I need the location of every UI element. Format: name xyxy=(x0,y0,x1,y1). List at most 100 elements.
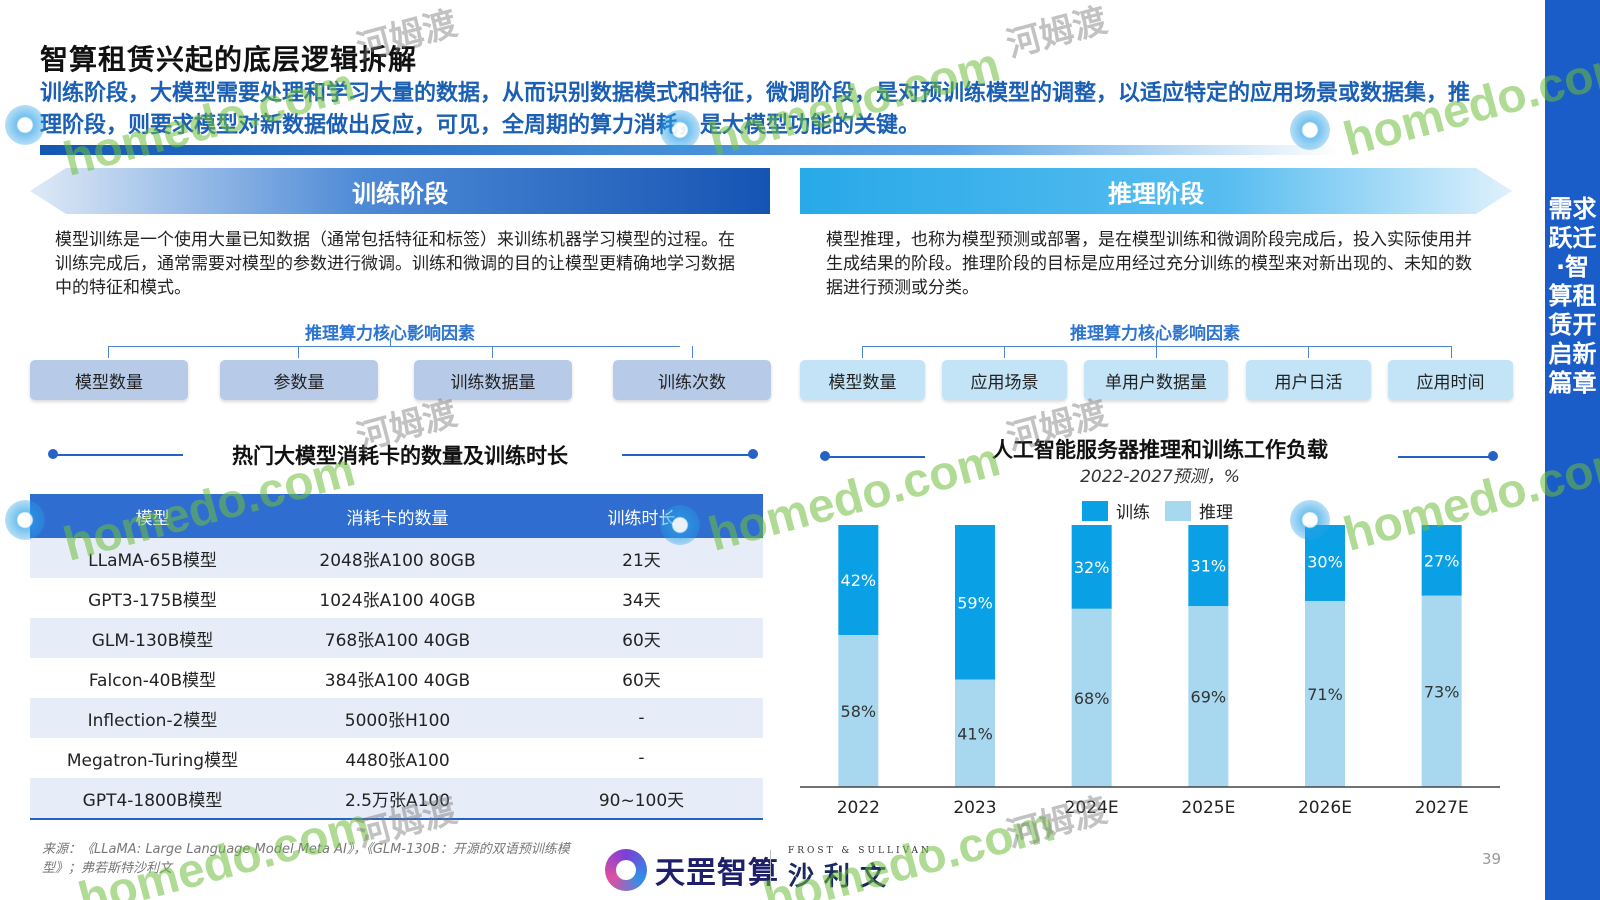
source-note: 来源：《LLaMA: Large Language Model Meta AI》… xyxy=(42,842,570,876)
tiangang-logo-icon xyxy=(605,849,647,891)
table-header-cell: 训练时长 xyxy=(607,508,676,529)
data-label-train: 31% xyxy=(1191,557,1227,576)
table-cell: Inflection-2模型 xyxy=(87,710,218,731)
table-row: LLaMA-65B模型 2048张A100 80GB 21天 xyxy=(30,538,763,578)
table-heading-dot-right xyxy=(748,449,758,459)
chart-title: 人工智能服务器推理和训练工作负载 xyxy=(992,438,1328,462)
bar-segment-infer xyxy=(1071,608,1112,787)
inference-tree-drop xyxy=(1004,346,1005,358)
table-cell: 2.5万张A100 xyxy=(344,790,451,811)
table-cell: LLaMA-65B模型 xyxy=(88,550,217,571)
inference-tree-stem xyxy=(1156,338,1157,346)
table-cell: 90~100天 xyxy=(598,790,685,811)
x-tick-label: 2026E xyxy=(1298,798,1352,818)
training-factor-chip: 训练次数 xyxy=(613,360,771,400)
table-cell: 60天 xyxy=(622,630,661,651)
chart-subtitle: 2022-2027预测，% xyxy=(1080,467,1240,487)
side-chapter-label: 需求跃迁·智算租赁开启新篇章 xyxy=(1548,195,1597,397)
training-tree-drop xyxy=(108,346,109,358)
data-label-train: 27% xyxy=(1424,551,1460,570)
inference-tree-line xyxy=(862,346,1452,347)
table-cell: 34天 xyxy=(622,590,661,611)
table-row: GPT3-175B模型 1024张A100 40GB 34天 xyxy=(30,578,763,618)
side-chapter-bar: 需求跃迁·智算租赁开启新篇章 xyxy=(1545,0,1600,900)
frost-sullivan-logo: FROST & SULLIVAN 沙利文 xyxy=(788,846,938,893)
table-header-cell: 模型 xyxy=(135,508,170,529)
bar-segment-train xyxy=(955,525,995,680)
chart-heading-line-right xyxy=(1398,456,1493,458)
data-label-infer: 58% xyxy=(841,702,877,721)
table-row: GLM-130B模型 768张A100 40GB 60天 xyxy=(30,618,763,658)
legend-swatch-infer xyxy=(1165,500,1191,521)
watermark-flower-icon xyxy=(5,105,45,145)
page-title: 智算租赁兴起的底层逻辑拆解 xyxy=(40,43,418,76)
table-cell: 60天 xyxy=(622,670,661,691)
x-tick-label: 2027E xyxy=(1415,798,1469,818)
watermark-cn: 河姆渡 xyxy=(1002,0,1112,66)
data-label-train: 30% xyxy=(1307,553,1343,572)
table-cell: 5000张H100 xyxy=(344,710,451,731)
table-title: 热门大模型消耗卡的数量及训练时长 xyxy=(232,444,568,468)
inference-factor-chip: 模型数量 xyxy=(800,360,925,400)
training-stage-banner: 训练阶段 xyxy=(30,168,770,214)
legend-label-infer: 推理 xyxy=(1199,503,1233,523)
table-cell: 768张A100 40GB xyxy=(324,630,471,651)
inference-factor-chip: 用户日活 xyxy=(1246,360,1371,400)
bar-segment-train xyxy=(1421,525,1462,596)
inference-factor-chip: 应用时间 xyxy=(1388,360,1513,400)
inference-factor-chip: 单用户数据量 xyxy=(1084,360,1228,400)
training-tree-drop xyxy=(492,346,493,358)
table-cell: GPT3-175B模型 xyxy=(88,590,217,611)
workload-stacked-bar-chart: 42% 58% 2022 59% 41% 2023 32% 68% 2024E 31% 69% 202… xyxy=(800,525,1500,818)
training-stage-label: 训练阶段 xyxy=(352,179,448,208)
table-cell: Falcon-40B模型 xyxy=(88,670,217,691)
data-label-train: 59% xyxy=(957,593,993,612)
table-cell: - xyxy=(638,708,645,728)
tiangang-logo: 天罡智算 xyxy=(605,848,779,892)
inference-tree-drop xyxy=(1308,346,1309,358)
table-header-row: 模型 消耗卡的数量 训练时长 xyxy=(30,494,763,538)
summary-underline xyxy=(40,145,1340,155)
x-tick-label: 2024E xyxy=(1065,798,1119,818)
chart-heading-line-left xyxy=(825,456,925,458)
training-tree-stem xyxy=(390,338,391,346)
bar-segment-infer xyxy=(955,679,995,787)
bar-segment-infer xyxy=(1305,600,1345,787)
table-cell: GLM-130B模型 xyxy=(91,630,214,651)
table-cell: 4480张A100 xyxy=(345,750,450,771)
training-factor-chip: 训练数据量 xyxy=(414,360,572,400)
chart-legend-infer: 推理 xyxy=(1165,498,1233,523)
data-label-infer: 71% xyxy=(1307,685,1343,704)
logo-divider xyxy=(770,850,771,890)
data-label-infer: 68% xyxy=(1074,689,1110,708)
inference-tree-drop xyxy=(862,346,863,358)
data-label-train: 42% xyxy=(841,571,877,590)
table-row: Inflection-2模型 5000张H100 - xyxy=(30,698,763,738)
bar-segment-train xyxy=(1071,525,1112,609)
inference-factor-chip: 应用场景 xyxy=(942,360,1067,400)
table-row: GPT4-1800B模型 2.5万张A100 90~100天 xyxy=(30,778,763,818)
inference-description: 模型推理，也称为模型预测或部署，是在模型训练和微调阶段完成后，投入实际使用并生成… xyxy=(826,230,1472,298)
bar-segment-infer xyxy=(1421,595,1462,787)
inference-tree-drop xyxy=(1451,346,1452,358)
table-cell: - xyxy=(638,748,645,768)
table-cell: 1024张A100 40GB xyxy=(319,590,476,611)
x-tick-label: 2023 xyxy=(953,798,996,818)
training-tree-drop xyxy=(298,346,299,358)
training-factor-title: 推理算力核心影响因素 xyxy=(305,324,475,344)
table-cell: 21天 xyxy=(622,550,661,571)
bar-segment-infer xyxy=(838,635,879,787)
legend-swatch-train xyxy=(1082,500,1108,521)
data-label-infer: 41% xyxy=(957,724,993,743)
training-tree-line xyxy=(108,346,680,347)
table-cell: 2048张A100 80GB xyxy=(319,550,476,571)
inference-factor-title: 推理算力核心影响因素 xyxy=(1070,324,1240,344)
page-number: 39 xyxy=(1482,850,1502,868)
x-tick-label: 2022 xyxy=(837,798,880,818)
chart-legend-train: 训练 xyxy=(1082,498,1150,523)
legend-label-train: 训练 xyxy=(1116,503,1150,523)
data-label-infer: 69% xyxy=(1191,688,1227,707)
inference-stage-banner: 推理阶段 xyxy=(800,168,1512,214)
table-row: Falcon-40B模型 384张A100 40GB 60天 xyxy=(30,658,763,698)
table-heading-line-left xyxy=(53,454,183,456)
